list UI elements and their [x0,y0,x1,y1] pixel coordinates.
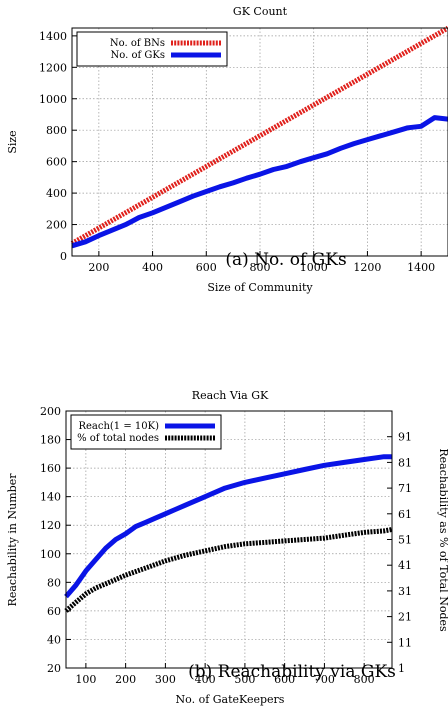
y-tick-label: 600 [46,156,67,169]
x-tick-label: 800 [250,261,271,274]
y-tick-label: 800 [46,124,67,137]
y-tick-label: 1200 [39,61,67,74]
chart-title: Reach Via GK [192,389,269,402]
y-tick-label: 100 [40,548,61,561]
y-tick-label: 60 [47,605,61,618]
legend-box [70,414,222,450]
y-tick-label: 200 [40,405,61,418]
y-tick-label: 180 [40,434,61,447]
series-group [70,25,448,249]
y-tick-label: 140 [40,491,61,504]
y2-tick-label: 51 [398,534,412,547]
x-ticks: 100 200 300 400 500 600 700 800 [75,663,375,686]
series-group [64,454,393,613]
series-line-1 [64,454,392,599]
y-tick-label: 40 [47,633,61,646]
legend-label-2: No. of GKs [111,50,165,61]
x-axis-label: No. of GateKeepers [176,693,285,706]
chart-title: GK Count [233,5,288,18]
y2-tick-label: 71 [398,482,412,495]
x-ticks: 200 400 600 800 1000 1200 1400 [88,251,435,274]
x-tick-label: 800 [354,673,375,686]
y2-tick-label: 11 [398,636,412,649]
grid [72,28,448,257]
series-line-1 [70,25,448,246]
legend-label-2: % of total nodes [77,433,159,444]
y2-tick-label: 91 [398,431,412,444]
chart-reach-via-gk: Reach Via GK 100 200 300 400 500 600 700 800 20… [6,389,448,706]
x-tick-label: 1000 [300,261,328,274]
legend-label-1: Reach(1 = 10K) [78,421,159,432]
y2-tick-label: 21 [398,611,412,624]
y-axis-label: Size [6,130,19,153]
y2-tick-label: 61 [398,508,412,521]
y-tick-label: 200 [46,219,67,232]
y-tick-label: 80 [47,576,61,589]
x-tick-label: 500 [234,673,255,686]
series-line-2 [64,527,393,613]
caption: (a) No. of GKs [225,250,346,270]
y-tick-label: 1400 [39,30,67,43]
y2-axis-label: Reachability as % of Total Nodes [437,448,448,632]
y-tick-label: 20 [47,662,61,675]
legend-box [76,31,228,67]
y-tick-label: 160 [40,462,61,475]
x-tick-label: 700 [314,673,335,686]
y-tick-label: 120 [40,519,61,532]
x-tick-label: 400 [195,673,216,686]
grid [66,410,392,669]
x-tick-label: 600 [196,261,217,274]
x-tick-label: 600 [274,673,295,686]
x-tick-label: 200 [115,673,136,686]
y-ticks: 20 40 60 80 100 120 140 160 180 200 [40,405,71,675]
x-tick-label: 1200 [353,261,381,274]
y2-tick-label: 81 [398,456,412,469]
y2-tick-label: 41 [398,559,412,572]
y2-tick-label: 31 [398,585,412,598]
x-tick-label: 300 [155,673,176,686]
y-tick-label: 400 [46,187,67,200]
x-tick-label: 400 [142,261,163,274]
y-ticks: 0 200 400 600 800 1000 1200 1400 [39,30,77,263]
legend: Reach(1 = 10K)% of total nodes [70,414,222,450]
x-tick-label: 1400 [407,261,435,274]
chart-gk-count: GK Count 200 400 600 800 1000 1200 1400 0 200 40… [6,5,448,294]
x-tick-label: 100 [75,673,96,686]
y-tick-label: 0 [60,250,67,263]
y-axis-label: Reachability in Number [6,473,19,607]
y2-tick-label: 1 [398,662,405,675]
x-tick-label: 200 [88,261,109,274]
x-axis-label: Size of Community [207,281,313,294]
series-line-2 [71,115,448,249]
y-tick-label: 1000 [39,93,67,106]
legend-label-1: No. of BNs [110,38,165,49]
caption: (b) Reachability via GKs [188,662,396,682]
